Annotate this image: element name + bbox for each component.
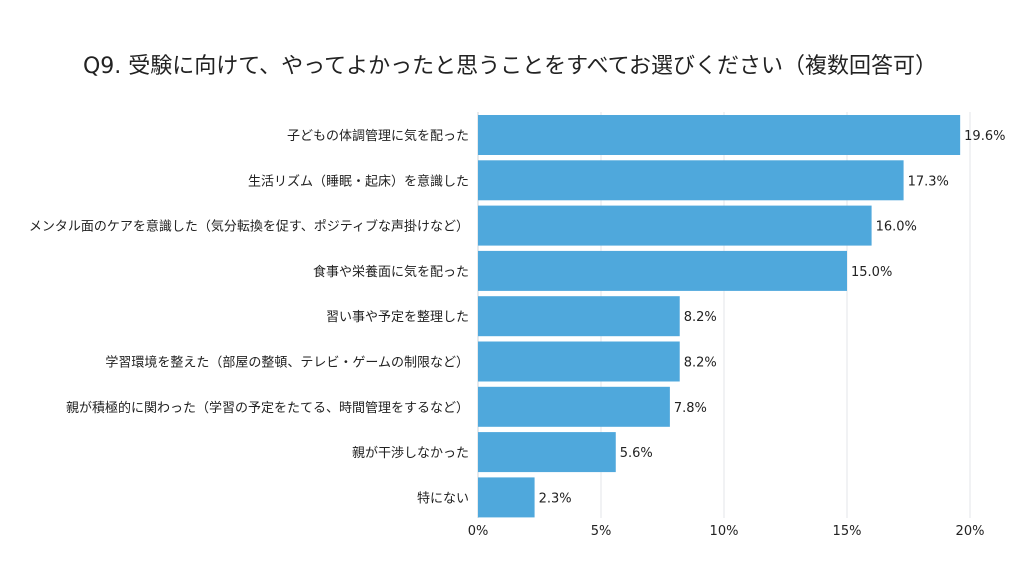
- data-label: 19.6%: [964, 129, 1005, 144]
- bar: [478, 432, 616, 473]
- category-label: 習い事や予定を整理した: [326, 310, 469, 325]
- category-label: 食事や栄養面に気を配った: [313, 264, 469, 280]
- category-label: 親が積極的に関わった（学習の予定をたてる、時間管理をするなど）: [66, 400, 469, 416]
- data-label: 8.2%: [684, 356, 717, 371]
- chart-title: Q9. 受験に向けて、やってよかったと思うことをすべてお選びください（複数回答可…: [83, 54, 937, 79]
- x-tick-label: 20%: [956, 524, 985, 539]
- x-tick-label: 5%: [591, 524, 612, 539]
- bar: [478, 160, 904, 201]
- data-label: 17.3%: [908, 174, 949, 189]
- data-label: 7.8%: [674, 401, 707, 416]
- data-label: 15.0%: [851, 265, 892, 280]
- data-label: 16.0%: [876, 220, 917, 235]
- data-label: 5.6%: [620, 446, 653, 461]
- category-label: 生活リズム（睡眠・起床）を意識した: [248, 173, 469, 189]
- category-label: 子どもの体調管理に気を配った: [287, 128, 469, 144]
- bar: [478, 386, 670, 427]
- data-label: 2.3%: [539, 491, 572, 506]
- bar: [478, 250, 847, 291]
- data-label: 8.2%: [684, 310, 717, 325]
- x-tick-label: 10%: [710, 524, 739, 539]
- category-label: 学習環境を整えた（部屋の整頓、テレビ・ゲームの制限など）: [105, 355, 469, 371]
- bar: [478, 296, 680, 337]
- x-tick-label: 0%: [468, 524, 489, 539]
- bar: [478, 205, 872, 246]
- x-tick-label: 15%: [833, 524, 862, 539]
- bar: [478, 477, 535, 518]
- category-label: 特にない: [417, 491, 469, 506]
- category-label: 親が干渉しなかった: [352, 446, 469, 461]
- category-label: メンタル面のケアを意識した（気分転換を促す、ポジティブな声掛けなど）: [29, 219, 469, 235]
- bar: [478, 341, 680, 382]
- bar: [478, 115, 961, 155]
